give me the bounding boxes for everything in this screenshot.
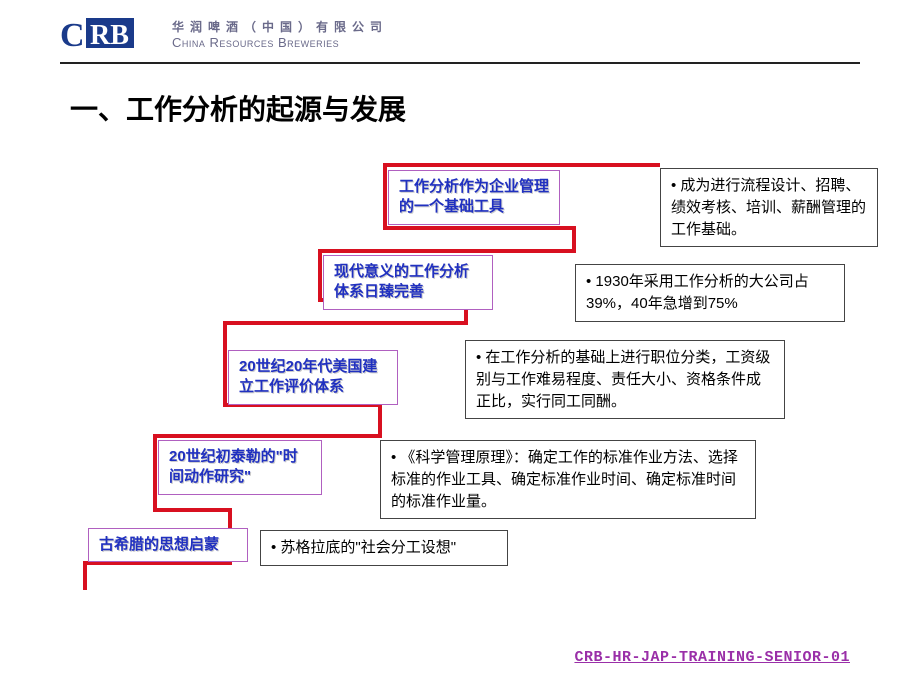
desc-box-5: • 成为进行流程设计、招聘、绩效考核、培训、薪酬管理的工作基础。 [660, 168, 878, 247]
footer-code: CRB-HR-JAP-TRAINING-SENIOR-01 [574, 649, 850, 666]
step-box-3: 20世纪20年代美国建立工作评价体系 [228, 350, 398, 405]
step-box-5: 工作分析作为企业管理的一个基础工具 [388, 170, 560, 225]
desc-box-2: • 《科学管理原理》：确定工作的标准作业方法、选择标准的作业工具、确定标准作业时… [380, 440, 756, 519]
desc-box-3: • 在工作分析的基础上进行职位分类，工资级别与工作难易程度、责任大小、资格条件成… [465, 340, 785, 419]
step-box-2: 20世纪初泰勒的"时间动作研究" [158, 440, 322, 495]
desc-box-4: • 1930年采用工作分析的大公司占39%，40年急增到75% [575, 264, 845, 322]
desc-box-1: • 苏格拉底的"社会分工设想" [260, 530, 508, 566]
step-box-4: 现代意义的工作分析体系日臻完善 [323, 255, 493, 310]
step-box-1: 古希腊的思想启蒙 [88, 528, 248, 562]
